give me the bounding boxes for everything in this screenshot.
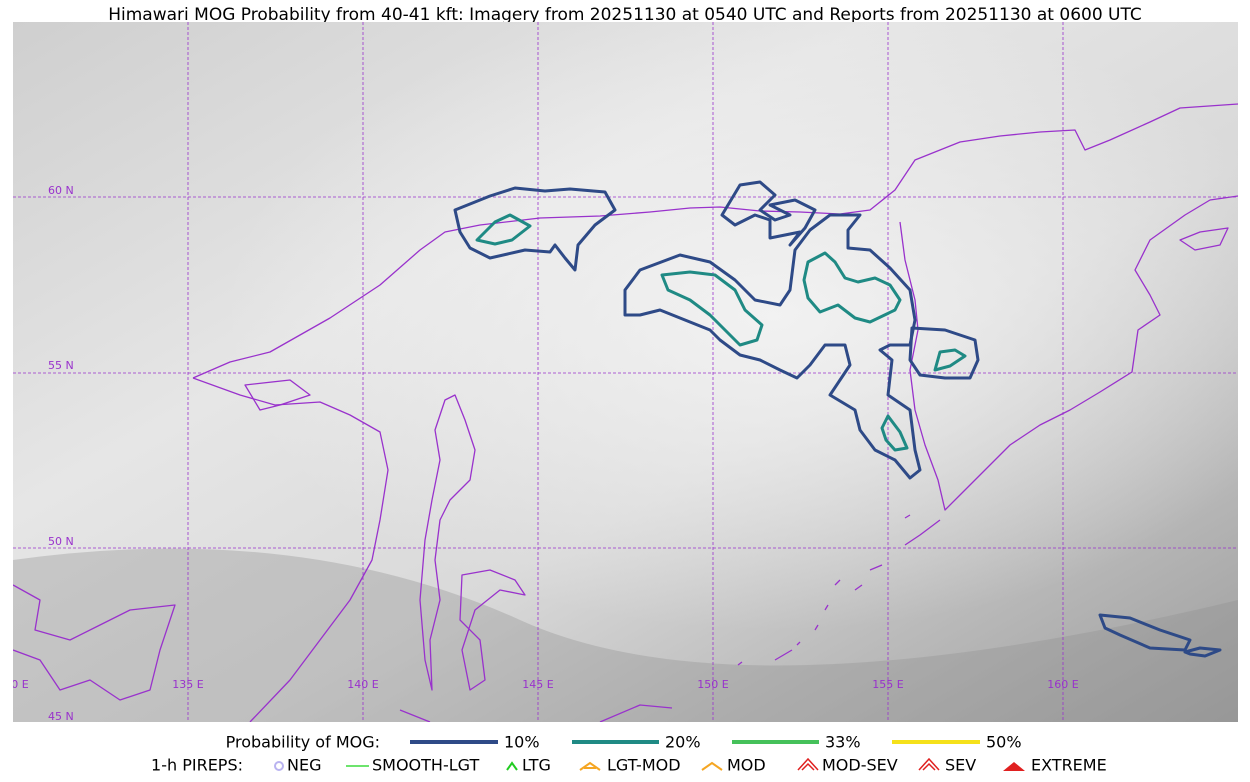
legend-label: LGT-MOD	[607, 756, 681, 775]
ltg-icon	[506, 761, 518, 771]
lat-label: 45 N	[48, 710, 74, 723]
lon-label: 130 E	[0, 678, 29, 691]
lat-label: 60 N	[48, 184, 74, 197]
cloud-brightness	[13, 22, 1238, 722]
legend-title: Probability of MOG:	[226, 733, 380, 752]
neg-icon	[274, 761, 284, 771]
extreme-icon	[1003, 762, 1025, 771]
mog-contours	[453, 180, 1222, 658]
sev-icon	[918, 757, 940, 771]
lon-label: 135 E	[172, 678, 203, 691]
legend-label: SEV	[945, 756, 976, 775]
legend-label: SMOOTH-LGT	[372, 756, 479, 775]
lon-label: 155 E	[872, 678, 903, 691]
graticule	[13, 22, 1238, 722]
mod-sev-icon	[797, 757, 819, 771]
grid-labels: 60 N 55 N 50 N 45 N 130 E 135 E 140 E 14…	[0, 184, 1079, 723]
lat-label: 55 N	[48, 359, 74, 372]
map: 60 N 55 N 50 N 45 N 130 E 135 E 140 E 14…	[0, 22, 1238, 723]
legend-label: NEG	[287, 756, 321, 775]
legend-label: MOD	[727, 756, 766, 775]
legend-label: LTG	[522, 756, 551, 775]
legend-label: 10%	[504, 733, 540, 752]
legend-label: 33%	[825, 733, 861, 752]
legend-label: MOD-SEV	[822, 756, 898, 775]
lon-label: 150 E	[697, 678, 728, 691]
legend-label: 20%	[665, 733, 701, 752]
lon-label: 145 E	[522, 678, 553, 691]
lon-label: 160 E	[1047, 678, 1078, 691]
legend: Probability of MOG: 10% 20% 33% 50% 1-h …	[151, 733, 1107, 775]
lat-label: 50 N	[48, 535, 74, 548]
lon-label: 140 E	[347, 678, 378, 691]
map-title: Himawari MOG Probability from 40-41 kft:…	[108, 5, 1142, 25]
lgt-mod-icon	[579, 761, 601, 771]
legend-label: EXTREME	[1031, 756, 1107, 775]
mod-icon	[701, 761, 723, 771]
legend-title: 1-h PIREPS:	[151, 756, 243, 775]
legend-label: 50%	[986, 733, 1022, 752]
dark-band	[13, 548, 1238, 722]
